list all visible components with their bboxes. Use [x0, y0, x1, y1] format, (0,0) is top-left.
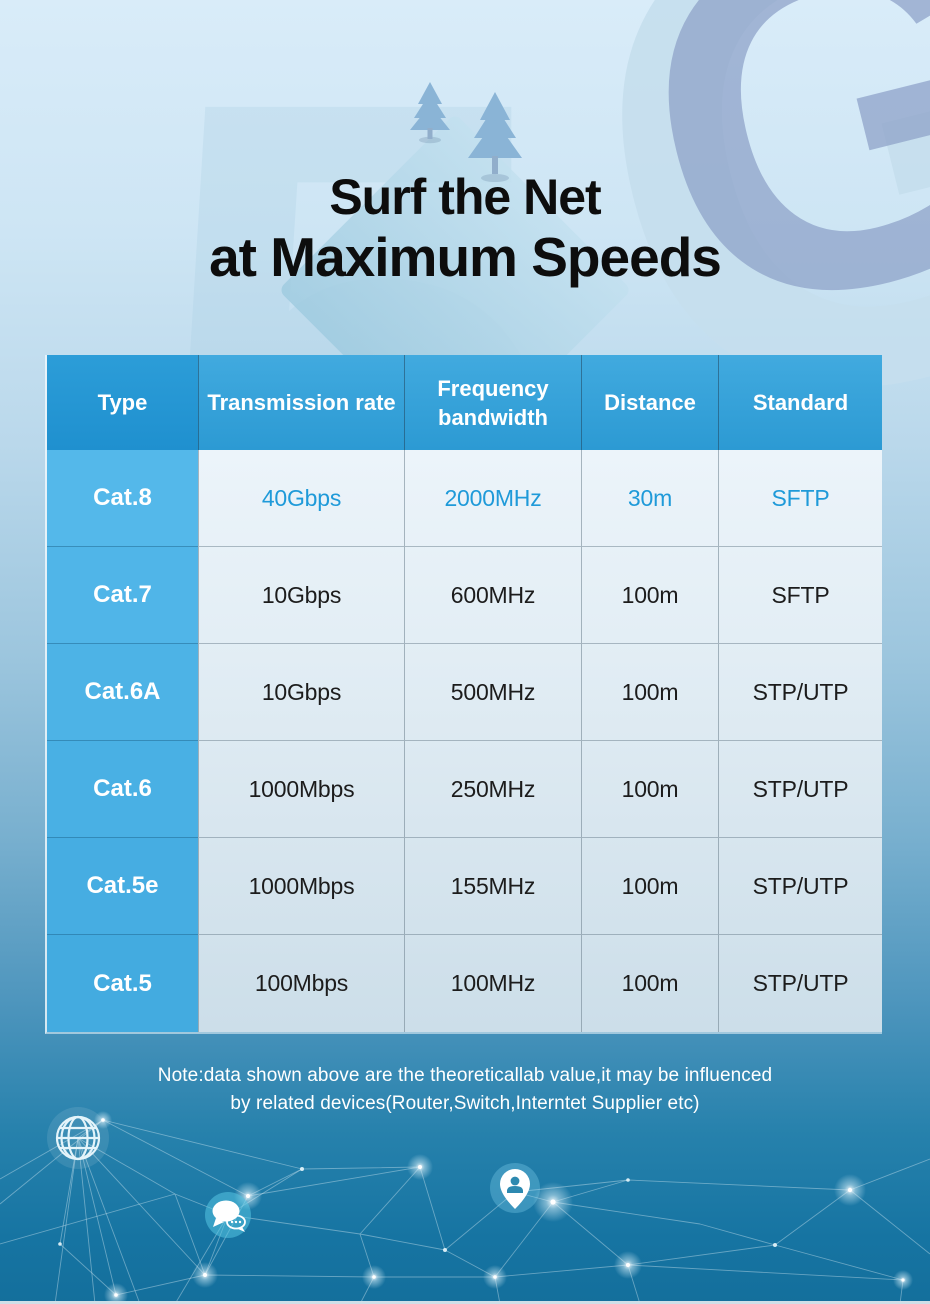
row-cat5e-rate: 1000Mbps	[198, 838, 404, 935]
row-cat5e-bandwidth: 155MHz	[404, 838, 581, 935]
row-cat8-standard: SFTP	[718, 450, 882, 547]
row-cat8-rate: 40Gbps	[198, 450, 404, 547]
row-cat7-bandwidth: 600MHz	[404, 547, 581, 644]
row-cat6-type: Cat.6	[47, 741, 198, 838]
row-cat6a-type: Cat.6A	[47, 644, 198, 741]
page-title: Surf the Net at Maximum Speeds	[0, 168, 930, 288]
row-cat7-type: Cat.7	[47, 547, 198, 644]
row-cat8-type: Cat.8	[47, 450, 198, 547]
row-cat6-distance: 100m	[581, 741, 718, 838]
row-cat6a-distance: 100m	[581, 644, 718, 741]
row-cat6a-standard: STP/UTP	[718, 644, 882, 741]
row-cat6a-bandwidth: 500MHz	[404, 644, 581, 741]
header-standard: Standard	[718, 355, 882, 450]
row-cat5-distance: 100m	[581, 935, 718, 1032]
header-frequency-bandwidth: Frequency bandwidth	[404, 355, 581, 450]
pine-trees	[410, 82, 522, 182]
globe-icon	[47, 1107, 109, 1169]
row-cat6-bandwidth: 250MHz	[404, 741, 581, 838]
bottom-edge-strip	[0, 1301, 930, 1304]
row-cat6-rate: 1000Mbps	[198, 741, 404, 838]
row-cat5e-standard: STP/UTP	[718, 838, 882, 935]
row-cat8-bandwidth: 2000MHz	[404, 450, 581, 547]
mesh-lines	[0, 1119, 930, 1304]
row-cat5-bandwidth: 100MHz	[404, 935, 581, 1032]
row-cat6a-rate: 10Gbps	[198, 644, 404, 741]
row-cat5e-type: Cat.5e	[47, 838, 198, 935]
row-cat8-distance: 30m	[581, 450, 718, 547]
row-cat5-standard: STP/UTP	[718, 935, 882, 1032]
footnote-line-2: by related devices(Router,Switch,Internt…	[230, 1093, 700, 1114]
row-cat6-standard: STP/UTP	[718, 741, 882, 838]
person-pin-icon	[490, 1163, 540, 1213]
row-cat5-type: Cat.5	[47, 935, 198, 1032]
title-line-1: Surf the Net	[329, 169, 601, 225]
footnote: Note:data shown above are the theoretica…	[0, 1062, 930, 1118]
footnote-line-1: Note:data shown above are the theoretica…	[157, 1065, 773, 1086]
row-cat7-rate: 10Gbps	[198, 547, 404, 644]
network-mesh-graphic	[0, 1107, 930, 1304]
table-body: Cat.8 40Gbps 2000MHz 30m SFTP Cat.7 10Gb…	[47, 450, 882, 1032]
row-cat7-standard: SFTP	[718, 547, 882, 644]
row-cat5e-distance: 100m	[581, 838, 718, 935]
chat-icon	[205, 1192, 251, 1238]
header-transmission-rate: Transmission rate	[198, 355, 404, 450]
table-header-row: Type Transmission rate Frequency bandwid…	[47, 355, 882, 450]
title-line-2: at Maximum Speeds	[209, 226, 722, 288]
header-type: Type	[47, 355, 198, 450]
glow-dots	[58, 1111, 913, 1304]
row-cat7-distance: 100m	[581, 547, 718, 644]
header-distance: Distance	[581, 355, 718, 450]
cable-spec-table: Type Transmission rate Frequency bandwid…	[45, 355, 882, 1034]
row-cat5-rate: 100Mbps	[198, 935, 404, 1032]
